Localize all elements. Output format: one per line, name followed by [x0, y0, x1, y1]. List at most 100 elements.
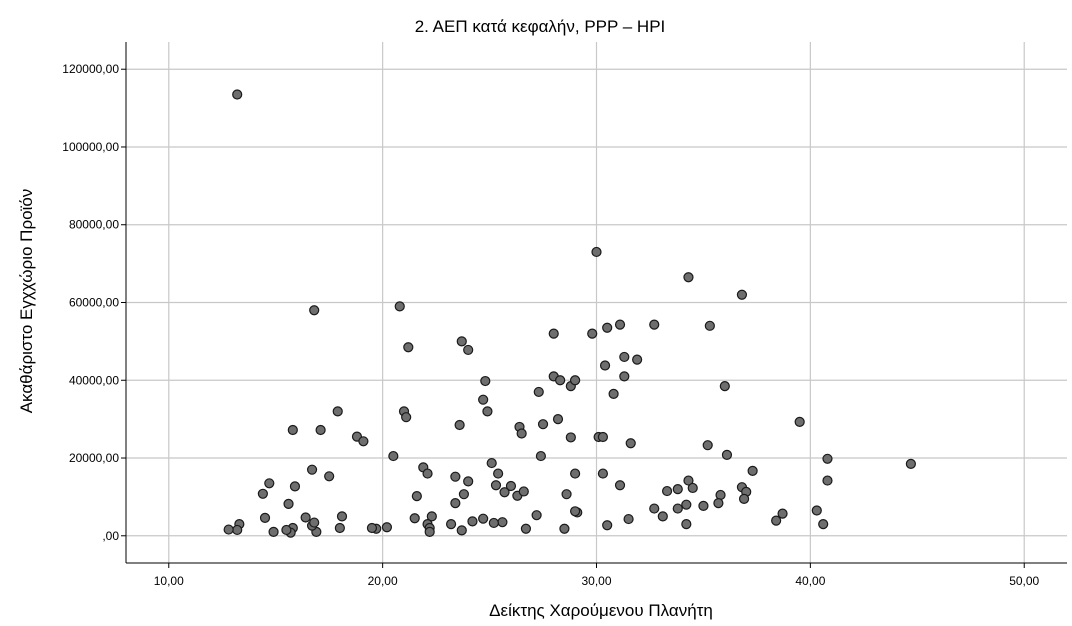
data-point [480, 375, 491, 387]
data-point [570, 506, 581, 517]
data-point [619, 351, 630, 363]
data-point [488, 517, 499, 529]
gridlines [126, 42, 1067, 563]
data-point [794, 416, 805, 427]
data-point [478, 394, 489, 405]
data-point [497, 517, 508, 528]
data-point [565, 432, 576, 443]
data-point [681, 519, 692, 530]
data-point [681, 499, 692, 510]
data-point [623, 513, 634, 525]
data-point [614, 319, 626, 330]
x-tick-label: 30,00 [581, 574, 611, 588]
axes [121, 42, 1067, 568]
data-point [905, 458, 916, 469]
x-tick-label: 20,00 [368, 574, 398, 588]
data-point [591, 246, 602, 258]
data-point [394, 301, 405, 312]
data-point [300, 512, 311, 523]
data-point [619, 371, 630, 382]
data-point [289, 481, 301, 492]
data-point [698, 500, 709, 511]
data-point [283, 498, 294, 510]
data-point [537, 419, 549, 430]
data-point [334, 522, 345, 534]
data-point [672, 484, 683, 495]
data-point [463, 476, 474, 487]
data-point [747, 465, 758, 476]
data-point [597, 431, 609, 443]
data-point [561, 489, 572, 500]
data-point [456, 336, 467, 347]
data-point [445, 519, 457, 530]
data-point [531, 510, 542, 521]
data-point [259, 512, 271, 523]
data-point [281, 524, 292, 536]
data-point [818, 519, 829, 530]
data-point [424, 526, 435, 537]
data-point [822, 453, 833, 464]
data-point [657, 511, 668, 522]
data-point [570, 375, 581, 386]
data-point [309, 305, 320, 316]
chart-title: 2. ΑΕΠ κατά κεφαλήν, PPP – HPI [415, 17, 666, 36]
data-point [232, 89, 243, 100]
data-point [559, 523, 570, 534]
data-point [315, 424, 326, 436]
data-point [493, 468, 504, 479]
data-point [426, 511, 437, 522]
data-point [478, 513, 489, 524]
data-point [608, 388, 619, 399]
data-point [463, 344, 474, 356]
data-point [736, 289, 748, 300]
data-point [381, 522, 393, 533]
data-point [516, 428, 527, 439]
y-tick-label: 80000,00 [69, 218, 119, 232]
data-point [264, 478, 275, 489]
x-tick-label: 40,00 [795, 574, 825, 588]
data-point [614, 480, 626, 491]
data-point [632, 354, 643, 365]
data-point [713, 498, 724, 509]
data-point [533, 386, 544, 398]
data-point [587, 328, 598, 339]
data-point [458, 489, 470, 500]
data-point [505, 480, 517, 492]
data-point [486, 457, 497, 469]
data-point [499, 487, 510, 498]
y-tick-label: 120000,00 [62, 62, 119, 76]
data-point [232, 524, 243, 536]
x-axis-title: Δείκτης Χαρούμενου Πλανήτη [489, 601, 713, 620]
data-point [777, 508, 788, 519]
data-point [683, 272, 694, 283]
data-point [332, 406, 343, 417]
y-tick-label: 20000,00 [69, 451, 119, 465]
data-point [822, 475, 833, 486]
data-point [422, 468, 433, 479]
data-points [223, 89, 916, 538]
data-point [490, 480, 502, 491]
data-point [403, 342, 414, 353]
data-point [738, 493, 750, 504]
data-point [409, 513, 420, 524]
x-tick-label: 50,00 [1009, 574, 1039, 588]
data-point [715, 489, 726, 501]
data-point [687, 482, 698, 494]
data-point [257, 488, 268, 499]
data-point [602, 322, 613, 333]
data-point [771, 515, 782, 526]
y-tick-label: 40000,00 [69, 373, 119, 387]
data-point [268, 526, 279, 537]
data-point [683, 475, 694, 486]
data-point [719, 380, 730, 392]
data-point [467, 516, 478, 527]
data-point [482, 406, 493, 417]
data-point [661, 485, 673, 497]
data-point [599, 360, 611, 371]
data-point [366, 522, 378, 534]
y-tick-label: 60000,00 [69, 296, 119, 310]
data-point [411, 491, 422, 502]
data-point [548, 328, 559, 339]
y-axis-title: Ακαθάριστο Εγχχώριο Προϊόν [17, 189, 36, 414]
data-point [454, 419, 465, 431]
